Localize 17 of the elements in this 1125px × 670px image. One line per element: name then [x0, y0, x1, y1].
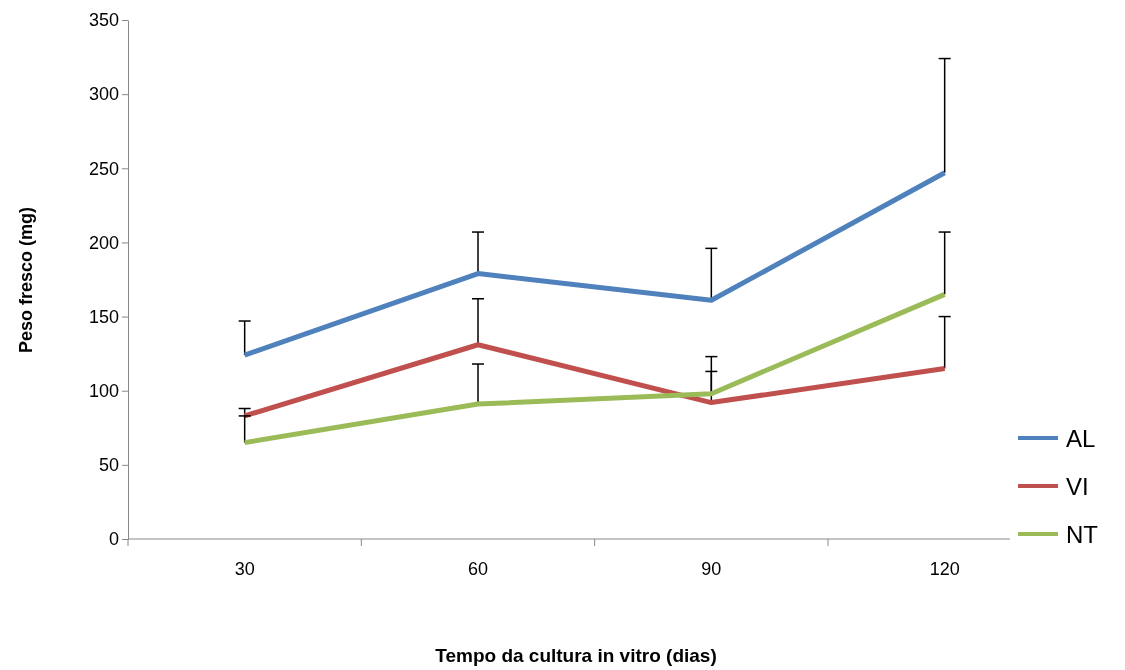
y-axis-title: Peso fresco (mg): [16, 206, 36, 354]
legend-label: NT: [1066, 521, 1099, 548]
y-tick-label: 250: [88, 158, 119, 179]
y-tick-label: 100: [88, 380, 119, 401]
y-tick-label: 50: [98, 455, 119, 476]
y-tick-label: 0: [108, 529, 119, 550]
y-tick-label: 150: [88, 306, 119, 327]
legend-label: AL: [1066, 425, 1096, 452]
x-tick-label: 60: [467, 559, 489, 579]
y-tick-label: 350: [88, 10, 119, 31]
y-tick-label: 200: [88, 232, 119, 253]
x-tick-label: 90: [701, 559, 722, 579]
legend-label: VI: [1066, 473, 1089, 500]
x-axis-title: Tempo da cultura in vitro (dias): [435, 645, 717, 666]
x-tick-label: 30: [234, 559, 255, 579]
y-tick-label: 300: [88, 84, 119, 105]
x-tick-label: 120: [929, 559, 960, 579]
